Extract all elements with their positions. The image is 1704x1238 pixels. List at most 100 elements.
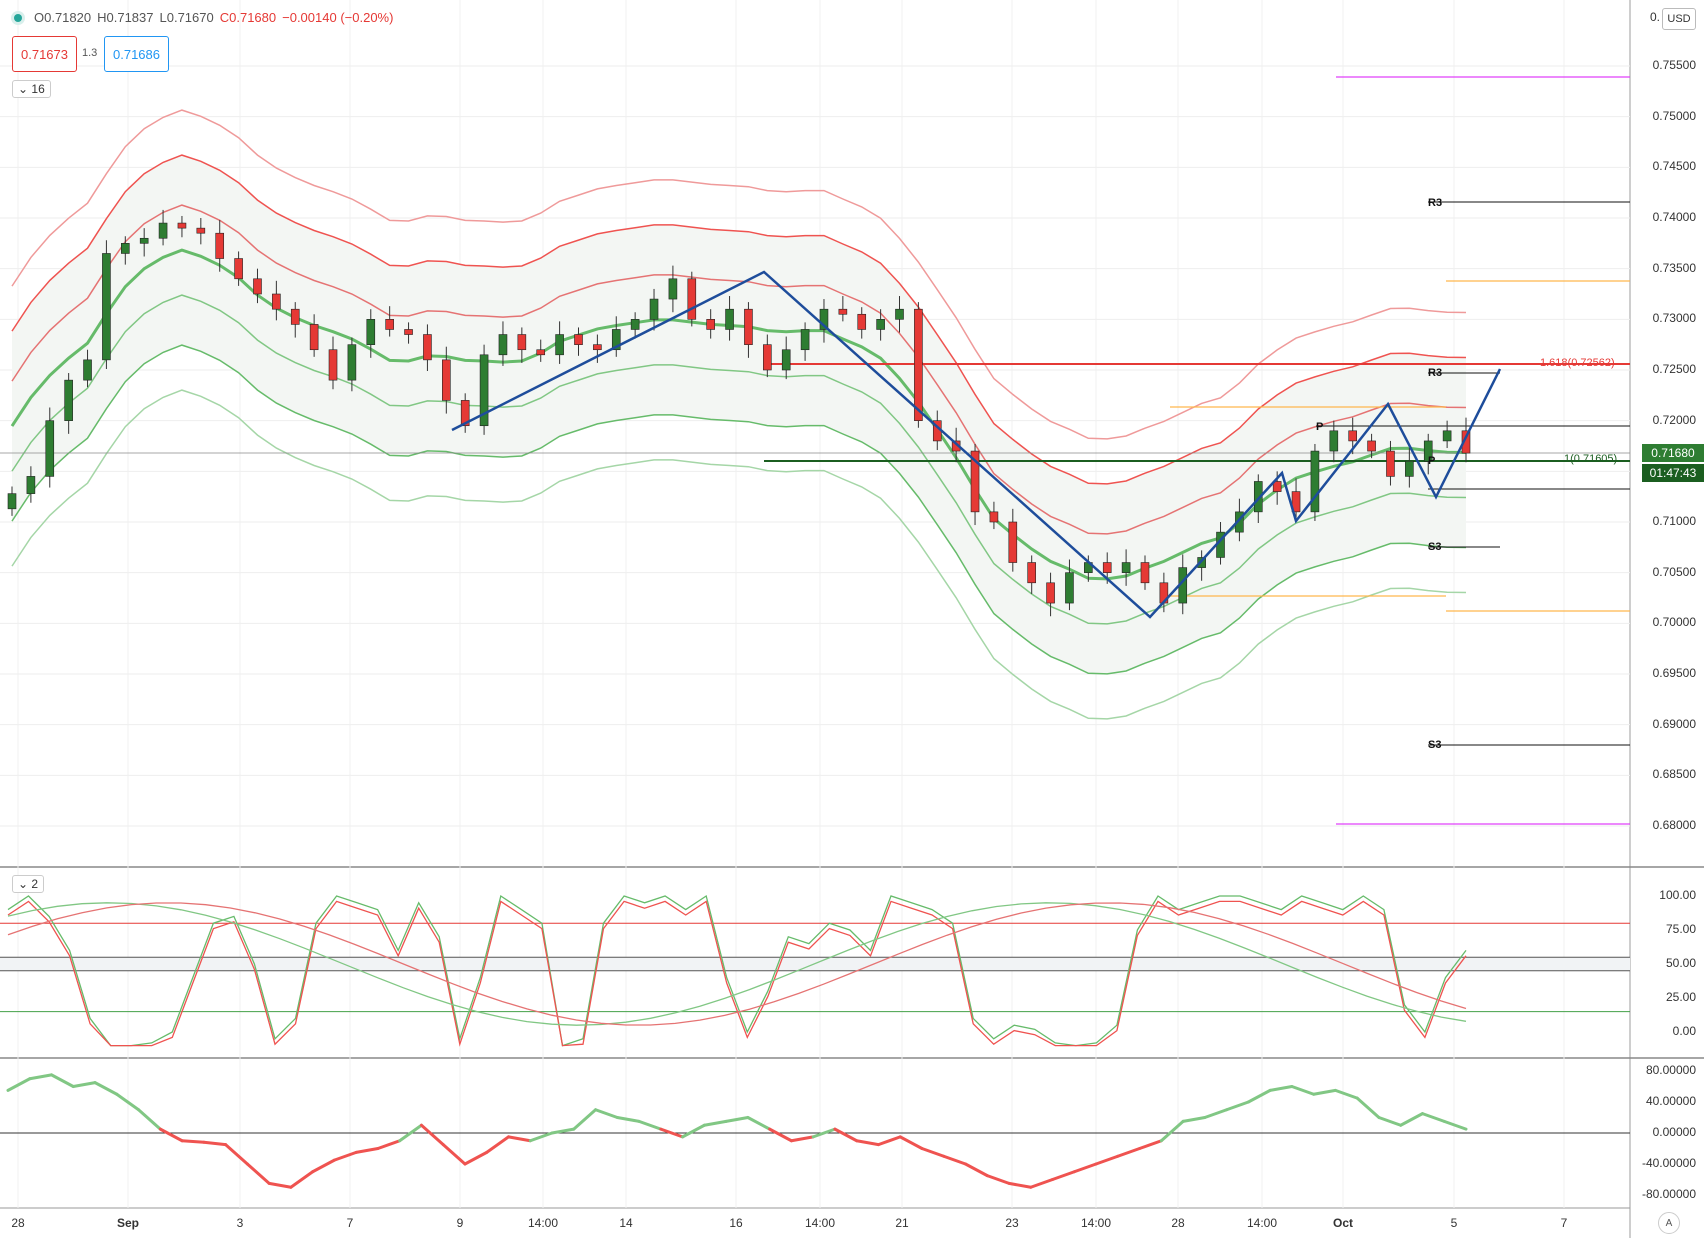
candle-body — [7, 493, 17, 510]
time-axis-label: 3 — [236, 1216, 244, 1230]
currency-button[interactable]: USD — [1662, 8, 1696, 30]
time-axis-label: 23 — [1005, 1216, 1019, 1230]
legend-open: O0.71820 — [34, 10, 92, 25]
momentum-axis-label: -80.00000 — [1641, 1187, 1696, 1201]
candle-body — [385, 319, 394, 330]
price-axis-label: 0.72500 — [1652, 362, 1696, 376]
candle-body — [1405, 460, 1414, 477]
indicators-collapse-button[interactable]: ⌄ 16 — [12, 80, 51, 98]
candle-body — [498, 334, 508, 356]
momentum-segment — [1312, 1088, 1337, 1096]
time-axis-label: Sep — [116, 1216, 140, 1230]
momentum-segment — [637, 1119, 663, 1131]
momentum-segment — [1377, 1116, 1403, 1127]
price-axis-top: 0. — [1649, 10, 1660, 24]
candle-body — [120, 243, 130, 254]
candle-body — [781, 349, 791, 371]
time-axis-label: 14:00 — [1080, 1216, 1112, 1230]
candle-body — [404, 329, 413, 335]
chevron-down-icon: ⌄ — [18, 877, 29, 891]
momentum-segment — [920, 1147, 946, 1158]
time-axis-label: 7 — [346, 1216, 354, 1230]
auto-scale-button[interactable]: A — [1658, 1212, 1680, 1234]
momentum-segment — [115, 1092, 141, 1112]
pivot-p-2: P — [1428, 455, 1436, 467]
candle-body — [517, 334, 527, 351]
momentum-segment — [768, 1127, 793, 1143]
momentum-segment — [811, 1127, 837, 1139]
candle-body — [1008, 521, 1018, 563]
candle-body — [838, 308, 848, 315]
zigzag-pattern[interactable] — [451, 270, 1502, 619]
candle-body — [26, 476, 36, 494]
candle-body — [64, 379, 73, 421]
price-axis-label: 0.70500 — [1652, 564, 1696, 579]
candle-body — [1423, 440, 1433, 462]
momentum-segment — [180, 1139, 206, 1144]
pivot-r3-upper: R3 — [1428, 197, 1443, 209]
last-price-tag: 0.71680 — [1642, 444, 1704, 462]
candle-body — [177, 222, 187, 229]
candle-body — [1329, 430, 1339, 452]
candle-body — [1386, 450, 1395, 477]
candle-body — [725, 308, 734, 330]
momentum-segment — [1420, 1112, 1446, 1123]
pivot-s3-upper: S3 — [1428, 541, 1442, 553]
momentum-segment — [724, 1116, 750, 1123]
momentum-segment — [746, 1116, 772, 1131]
candle-body — [611, 329, 621, 351]
momentum-segment — [615, 1116, 641, 1123]
time-axis-label: 7 — [1560, 1216, 1568, 1230]
momentum-segment — [71, 1081, 97, 1088]
momentum-segment — [963, 1162, 989, 1178]
momentum-segment — [594, 1108, 619, 1119]
sell-button[interactable]: 0.71673 — [12, 36, 77, 72]
candle-body — [328, 349, 338, 381]
stochastic-fast-k — [7, 894, 1467, 1047]
stochastic-axis-label: 50.00 — [1665, 956, 1696, 970]
candle-body — [895, 308, 904, 320]
momentum-segment — [1442, 1119, 1468, 1131]
candle-body — [1065, 572, 1074, 604]
candle-body — [366, 319, 376, 345]
fib-one-label: 1(0.71605) — [1564, 453, 1618, 465]
momentum-segment — [528, 1131, 554, 1143]
candle-body — [1140, 562, 1150, 584]
momentum-segment — [1333, 1088, 1359, 1100]
candle-body — [272, 293, 281, 310]
momentum-segment — [1051, 1170, 1076, 1181]
momentum-segment — [93, 1081, 119, 1096]
candle-body — [668, 278, 678, 300]
candle-body — [83, 359, 92, 381]
candle-body — [1461, 430, 1471, 454]
time-axis-label: 16 — [729, 1216, 743, 1230]
legend-close: C0.71680 — [219, 10, 277, 25]
momentum-segment — [1116, 1147, 1142, 1158]
momentum-axis-label: 40.00000 — [1645, 1094, 1696, 1108]
momentum-segment — [1225, 1100, 1250, 1112]
momentum-segment — [1072, 1162, 1098, 1174]
oscillator-count: 2 — [31, 877, 39, 891]
candle-body — [158, 222, 168, 239]
time-axis-label: 28 — [11, 1216, 25, 1230]
candle-body — [139, 237, 149, 244]
upper-band — [11, 109, 1467, 440]
price-axis-label: 0.69500 — [1652, 666, 1696, 680]
momentum-segment — [1290, 1085, 1316, 1096]
buy-button[interactable]: 0.71686 — [104, 36, 169, 72]
momentum-segment — [289, 1170, 315, 1189]
candle-body — [649, 298, 659, 320]
price-axis-label: 0.68000 — [1652, 818, 1696, 832]
momentum-segment — [1268, 1085, 1294, 1092]
time-axis-label: 14:00 — [1246, 1216, 1278, 1230]
zigzag-line — [451, 270, 1502, 619]
candle-body — [687, 278, 697, 320]
candle-body — [1291, 491, 1301, 513]
oscillator-collapse-button[interactable]: ⌄ 2 — [12, 875, 45, 893]
momentum-segment — [137, 1108, 162, 1131]
candle-body — [857, 313, 867, 330]
candle-body — [1442, 430, 1452, 442]
candlestick-series — [7, 209, 1471, 617]
momentum-segment — [158, 1127, 184, 1143]
